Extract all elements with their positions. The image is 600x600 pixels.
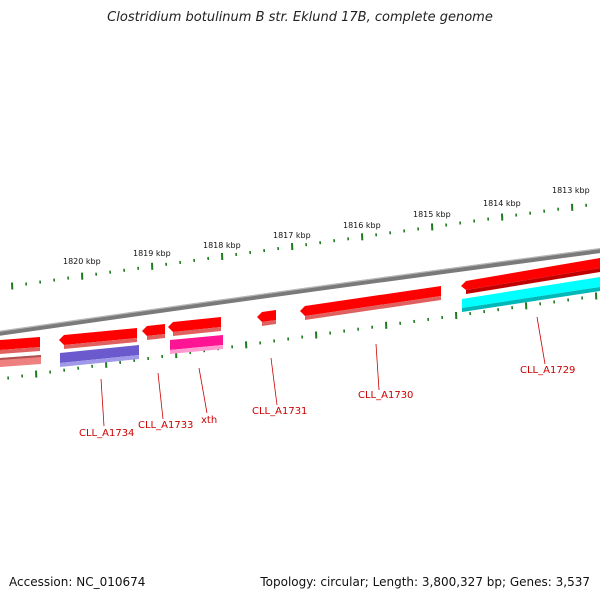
scale-label-1814: 1814 kbp xyxy=(483,199,521,208)
leader-cll-a1729 xyxy=(536,316,546,365)
gene-xth-forward[interactable] xyxy=(168,317,221,336)
gene-label-cll-a1729[interactable]: CLL_A1729 xyxy=(520,365,575,376)
scale-label-1813: 1813 kbp xyxy=(552,186,590,195)
scale-label-1820: 1820 kbp xyxy=(63,257,101,266)
leader-cll-a1734 xyxy=(100,378,105,427)
gene-cll-a1730-forward[interactable] xyxy=(300,286,441,320)
leader-cll-a1731 xyxy=(270,357,278,406)
gene-cll-a1734-track2[interactable] xyxy=(60,345,139,367)
outer-scale-ticks xyxy=(11,203,588,290)
leader-cll-a1733 xyxy=(157,372,164,420)
gene-label-xth[interactable]: xth xyxy=(201,415,217,426)
gene-cll-a1729-forward[interactable] xyxy=(461,258,600,294)
scale-label-1817: 1817 kbp xyxy=(273,231,311,240)
gene-label-cll-a1731[interactable]: CLL_A1731 xyxy=(252,406,307,417)
leader-cll-a1730 xyxy=(375,343,380,391)
gene-label-cll-a1734[interactable]: CLL_A1734 xyxy=(79,428,134,439)
gene-label-cll-a1730[interactable]: CLL_A1730 xyxy=(358,390,413,401)
gene-cll-a1731-forward[interactable] xyxy=(257,310,276,326)
gene-cll-a1734-forward[interactable] xyxy=(59,328,137,349)
genome-backbone xyxy=(0,248,600,336)
gene-left-edge-forward[interactable] xyxy=(0,337,40,354)
gene-label-cll-a1733[interactable]: CLL_A1733 xyxy=(138,420,193,431)
scale-label-1819: 1819 kbp xyxy=(133,249,171,258)
map-title: Clostridium botulinum B str. Eklund 17B,… xyxy=(107,10,493,25)
accession-text: Accession: NC_010674 xyxy=(9,575,146,589)
scale-label-1816: 1816 kbp xyxy=(343,221,381,230)
gene-xth-track2[interactable] xyxy=(170,335,223,354)
scale-label-1815: 1815 kbp xyxy=(413,210,451,219)
genome-backbone-highlight xyxy=(0,248,600,332)
gene-cll-a1729-track2[interactable] xyxy=(462,277,600,312)
gene-left-edge-track2[interactable] xyxy=(0,355,41,367)
gene-cll-a1733-forward[interactable] xyxy=(142,324,165,340)
leader-xth xyxy=(198,367,208,414)
genome-summary-text: Topology: circular; Length: 3,800,327 bp… xyxy=(260,575,590,589)
scale-label-1818: 1818 kbp xyxy=(203,241,241,250)
